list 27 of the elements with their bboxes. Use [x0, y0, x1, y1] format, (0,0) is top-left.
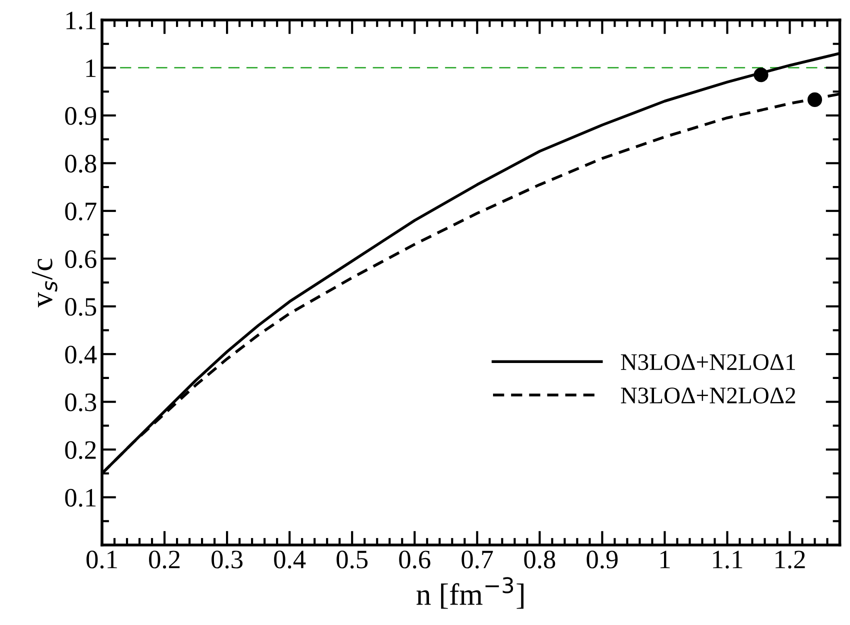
x-tick-label: 0.2	[149, 550, 180, 569]
legend-label: N3LOΔ+N2LOΔ2	[620, 388, 796, 404]
x-tick-label: 0.9	[586, 550, 618, 569]
y-tick-label: 0.7	[65, 202, 96, 220]
x-tick-label: 0.6	[399, 550, 430, 569]
y-tick-label: 0.5	[65, 298, 96, 316]
y-tick-label: 0.9	[65, 107, 96, 125]
x-tick-label: 1.1	[713, 550, 742, 569]
x-tick-label: 0.8	[524, 550, 556, 569]
legend-label: N3LOΔ+N2LOΔ1	[620, 354, 795, 370]
x-tick-label: 0.5	[336, 550, 368, 569]
x-tick-label: 0.7	[462, 550, 493, 569]
x-tick-label: 0.4	[274, 550, 306, 569]
x-axis-title: n [fm$^{−3}$]	[416, 577, 524, 609]
x-tick-label: 1.2	[776, 550, 805, 569]
y-tick-label: 0.8	[65, 154, 96, 173]
x-tick-label: 0.3	[212, 550, 243, 569]
x-tick-label: 0.1	[86, 550, 117, 569]
y-tick-label: 0.1	[65, 488, 96, 507]
y-tick-label: 1	[86, 59, 96, 77]
y-tick-label: 0.4	[65, 346, 97, 364]
y-tick-label: 0.3	[65, 393, 96, 412]
y-tick-label: 0.2	[65, 441, 96, 460]
y-axis-title: v$_{s}$/c	[32, 258, 58, 308]
x-tick-label: 1	[660, 550, 670, 568]
y-tick-label: 0.6	[65, 250, 96, 268]
y-tick-label: 1.1	[66, 12, 96, 30]
